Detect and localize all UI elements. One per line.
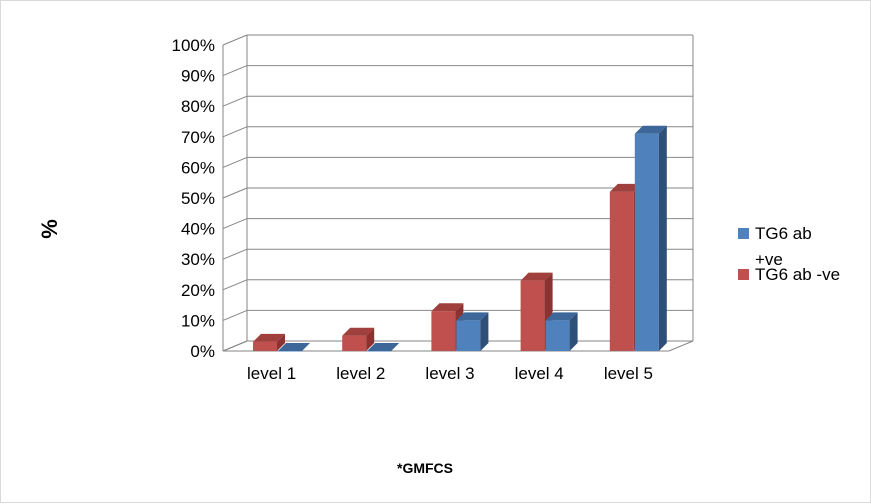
bar-side — [569, 312, 578, 351]
bar-side — [658, 125, 667, 352]
y-tick-label: 50% — [181, 189, 215, 208]
bar-top — [342, 327, 375, 336]
y-tick-label: 0% — [190, 342, 215, 361]
y-tick-labels: 0% 10% 20% 30% 40% 50% 60% 70% 80% 90% 100% — [172, 36, 215, 361]
x-tick-label: level 3 — [425, 364, 474, 383]
chart-walls — [222, 35, 694, 352]
gridlines — [222, 34, 693, 352]
side-gridline — [222, 95, 248, 107]
bar-side — [366, 327, 375, 351]
bar — [431, 311, 456, 351]
side-gridline — [222, 187, 248, 199]
y-axis-label: % — [37, 219, 62, 239]
bar-side — [277, 333, 285, 351]
bar-top — [609, 183, 642, 192]
y-tick-label: 30% — [181, 250, 215, 269]
y-tick-label: 90% — [181, 67, 215, 86]
bar-side — [480, 312, 489, 351]
y-tick-label: 100% — [172, 36, 215, 55]
y-tick-label: 10% — [181, 311, 215, 330]
side-gridline — [222, 126, 248, 138]
bar — [278, 351, 302, 352]
bar — [342, 335, 367, 351]
bar — [456, 320, 481, 351]
side-gridline — [222, 65, 248, 77]
x-tick-labels: level 1 level 2 level 3 level 4 level 5 — [247, 364, 653, 383]
x-tick-label: level 4 — [515, 364, 564, 383]
legend-entry-label: TG6 ab — [755, 224, 812, 243]
bar — [253, 341, 277, 351]
side-gridline — [222, 309, 248, 321]
legend-swatch — [738, 269, 749, 280]
bar — [545, 320, 570, 351]
bar — [609, 191, 634, 351]
bar-top — [456, 312, 489, 321]
bar-top — [545, 312, 578, 321]
bars — [253, 125, 667, 352]
x-tick-label: level 2 — [336, 364, 385, 383]
y-tick-label: 60% — [181, 158, 215, 177]
bar-top — [253, 333, 285, 342]
bar — [634, 133, 659, 351]
bar-top — [367, 343, 400, 351]
x-tick-label: level 5 — [604, 364, 653, 383]
legend-swatch — [738, 228, 749, 239]
side-gridline — [222, 248, 248, 260]
x-tick-label: level 1 — [247, 364, 296, 383]
side-gridline — [222, 34, 248, 46]
y-tick-label: 70% — [181, 128, 215, 147]
bar — [367, 351, 392, 352]
y-tick-label: 80% — [181, 97, 215, 116]
bar-top — [634, 125, 667, 134]
side-gridline — [222, 156, 248, 168]
legend-entry-label: +ve — [755, 250, 783, 269]
y-tick-label: 20% — [181, 281, 215, 300]
x-axis-label: *GMFCS — [397, 460, 453, 476]
side-gridline — [222, 218, 248, 230]
bar-top — [278, 343, 310, 351]
legend-entry-label: TG6 ab -ve — [755, 265, 840, 284]
bar-top — [520, 272, 553, 281]
bar-top — [431, 303, 464, 312]
bar — [520, 280, 545, 351]
side-gridline — [222, 279, 248, 291]
chart-floor — [222, 340, 694, 352]
y-tick-label: 40% — [181, 220, 215, 239]
